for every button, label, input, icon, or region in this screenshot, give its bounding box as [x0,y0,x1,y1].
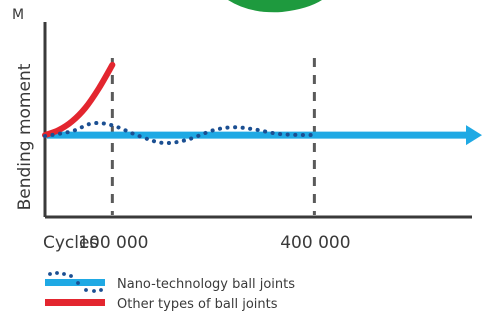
x-tick-label-1: 400 000 [280,233,350,253]
legend-swatch-other [45,299,105,306]
y-axis-label: Bending moment [15,63,35,210]
legend-dot-2 [62,272,66,276]
legend: Nano-technology ball joints Other types … [45,271,295,312]
legend-swatch-nano [45,279,105,286]
baseline-arrowhead [466,125,482,146]
legend-dot-0 [48,272,52,276]
legend-dot-6 [92,289,96,293]
legend-label-other: Other types of ball joints [117,297,278,312]
legend-dot-5 [84,288,88,292]
legend-label-nano: Nano-technology ball joints [117,277,295,292]
green-leaf-shape [228,0,322,13]
x-tick-label-0: 100 000 [78,233,148,253]
legend-dot-3 [69,274,73,278]
legend-dot-1 [55,271,59,275]
x-axis-label: Cycles [43,233,98,253]
y-axis-marker: M [12,7,24,23]
series-line-other [42,61,116,139]
legend-dot-4 [76,281,80,285]
series-dots-nano [43,120,317,146]
legend-dot-7 [99,288,103,292]
